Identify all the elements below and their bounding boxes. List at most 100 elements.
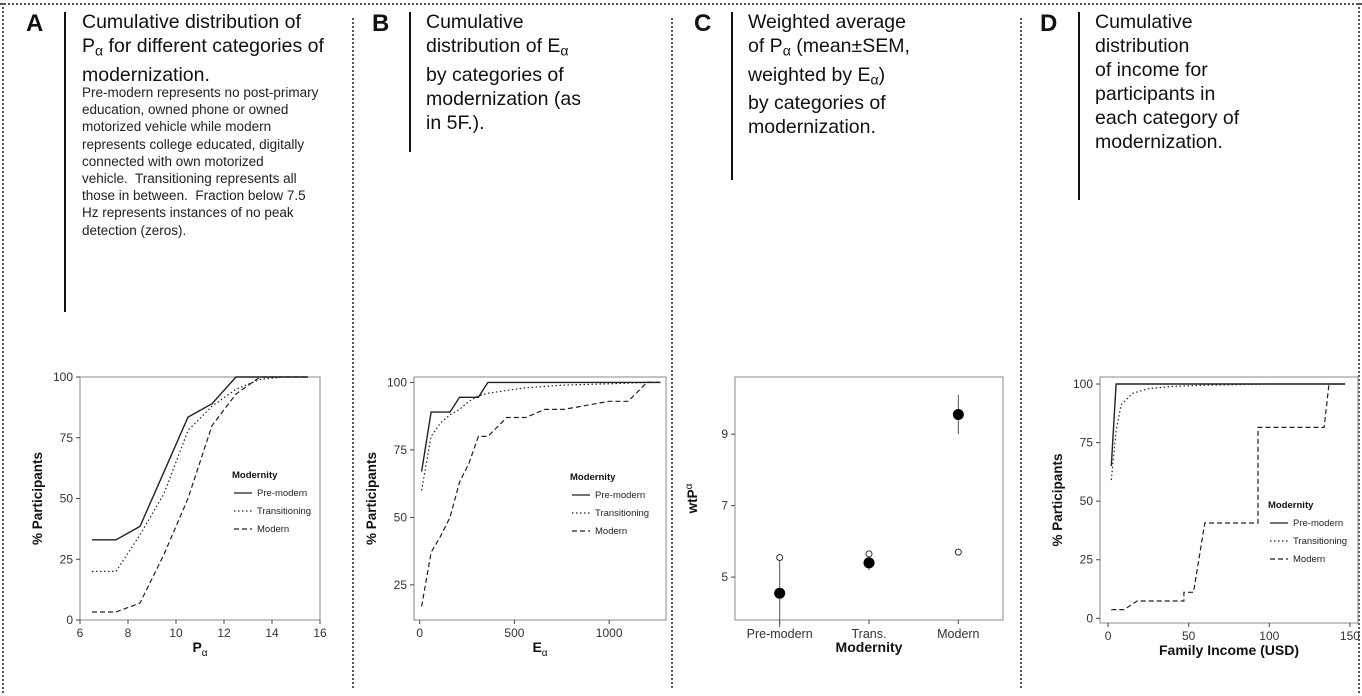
legend-label: Modern (1293, 554, 1325, 565)
x-tick-label: 50 (1182, 629, 1196, 643)
panel-title-line: by categories of (426, 63, 564, 86)
panel-title-line: each category of (1095, 107, 1240, 129)
y-axis-label: wtPα (684, 483, 700, 514)
x-tick-label: 8 (125, 626, 132, 640)
panel-title-bar (1078, 12, 1080, 200)
y-tick-label: 50 (394, 510, 408, 524)
chart-a: 0 25 50 75 100 % Participants 6 8 10 12 14 16 Pα Mode… (30, 370, 327, 659)
panel-description-line: vehicle. Transitioning represents all (82, 171, 297, 187)
x-axis-label: Family Income (USD) (1159, 642, 1299, 658)
y-tick-label: 25 (1080, 553, 1094, 567)
panel-title-line: modernization. (1095, 131, 1223, 153)
y-tick-label: 75 (1080, 436, 1094, 450)
panel-description-line: represents college educated, digitally (82, 136, 305, 152)
legend-label: Pre-modern (595, 490, 645, 501)
panel-description: Pre-modern represents no post-primary edu… (82, 84, 347, 239)
y-tick-label: 5 (721, 570, 728, 584)
y-tick-label: 50 (1080, 494, 1094, 508)
panel-title-line: Weighted average (748, 11, 906, 33)
panel-title-bar (64, 12, 66, 312)
y-tick-label: 100 (1073, 377, 1093, 391)
panel-title-bar (409, 12, 411, 152)
legend-label: Pre-modern (1293, 518, 1343, 529)
x-axis-label: Pα (192, 639, 207, 659)
panel-title-bar (731, 12, 733, 180)
series-line-transitioning (1110, 383, 1346, 481)
y-tick-label: 100 (53, 370, 73, 384)
x-tick-label: 6 (77, 626, 84, 640)
legend-label: Modern (257, 524, 289, 535)
x-tick-label: 500 (504, 626, 524, 640)
y-axis-label: % Participants (30, 452, 45, 545)
chart-b: 25 50 75 100 % Participants 0 500 1000 Eα Moderni… (364, 375, 667, 659)
legend-title: Modernity (232, 470, 278, 481)
chart-d: 0 25 50 75 100 % Participants 0 50 100 150 Family … (1050, 376, 1360, 658)
x-tick-label: 14 (265, 626, 279, 640)
series-line-modern (1111, 383, 1346, 611)
panel-title-line: modernization. (748, 116, 876, 138)
panel-letter: C (694, 10, 712, 37)
x-axis-label: Modernity (836, 639, 903, 655)
legend-label: Transitioning (1293, 536, 1347, 547)
panel-divider (1020, 18, 1022, 688)
legend-label: Transitioning (257, 506, 311, 517)
x-axis-label: Eα (532, 639, 547, 659)
series-line-modern (421, 381, 661, 607)
y-tick-label: 25 (60, 552, 74, 566)
series-line-transitioning (421, 381, 661, 491)
panel-title-line: by categories of (748, 92, 886, 114)
y-tick-label: 100 (387, 375, 407, 389)
y-axis-label: % Participants (1050, 453, 1065, 546)
series-line-modern (92, 376, 308, 613)
series-line-pre-modern (420, 381, 661, 472)
plot-frame (413, 376, 667, 621)
data-point-open (865, 550, 873, 558)
panel-title: Cumulative distribution of Pα for differe… (82, 10, 344, 87)
panel-letter: D (1040, 10, 1058, 37)
panel-title-line: Cumulative (426, 11, 524, 33)
legend-title: Modernity (570, 472, 616, 483)
panel-title-line: Cumulative distribution of (82, 11, 301, 33)
data-point-mean (952, 409, 964, 421)
x-tick-label: 10 (169, 626, 183, 640)
x-tick-label: Trans. (852, 627, 887, 641)
chart-c: 5 7 9 wtPα Pre-modern Trans. Modern Modernity (684, 376, 1004, 655)
panel-description-line: Hz represents instances of no peak (82, 205, 294, 221)
y-tick-label: 7 (721, 499, 728, 513)
panel-description-line: those in between. Fraction below 7.5 (82, 188, 306, 204)
x-tick-label: 100 (1259, 629, 1279, 643)
y-tick-label: 0 (1086, 611, 1093, 625)
x-tick-label: 1000 (596, 626, 623, 640)
y-axis-label-sub: α (684, 483, 695, 489)
panel-title-line: of income for (1095, 59, 1208, 81)
x-tick-label: Pre-modern (747, 627, 813, 641)
panel-title-line: in 5F.). (426, 111, 485, 134)
series-line-transitioning (92, 376, 308, 572)
figure-frame-left (2, 3, 4, 693)
panel-letter: A (26, 10, 44, 37)
data-point-mean (774, 587, 786, 599)
data-point-open (776, 553, 784, 561)
panel-description-line: detection (zeros). (82, 222, 187, 238)
x-tick-label: Modern (937, 627, 979, 641)
panel-title: Cumulative distribution of income for parti… (1095, 10, 1345, 154)
plot-frame (1099, 376, 1359, 624)
legend-title: Modernity (1268, 500, 1314, 511)
y-tick-label: 75 (394, 443, 408, 457)
panel-title-line: distribution of Eα (426, 35, 569, 59)
panel-title-line: participants in (1095, 83, 1216, 105)
data-point-mean (863, 557, 875, 569)
panel-letter: B (372, 10, 390, 37)
panel-divider (352, 18, 354, 688)
series-line-pre-modern (1110, 383, 1346, 467)
y-tick-label: 0 (66, 613, 73, 627)
figure-frame-right (1358, 3, 1360, 693)
x-axis-label-sub: α (542, 648, 548, 659)
panel-title-line: modernization (as (426, 87, 581, 110)
legend-label: Modern (595, 526, 627, 537)
x-tick-label: 16 (313, 626, 327, 640)
panel-title-line: weighted by Eα) (748, 63, 886, 88)
panel-description-line: education, owned phone or owned (82, 102, 289, 118)
panel-description-line: Pre-modern represents no post-primary (82, 85, 319, 100)
y-tick-label: 9 (721, 427, 728, 441)
